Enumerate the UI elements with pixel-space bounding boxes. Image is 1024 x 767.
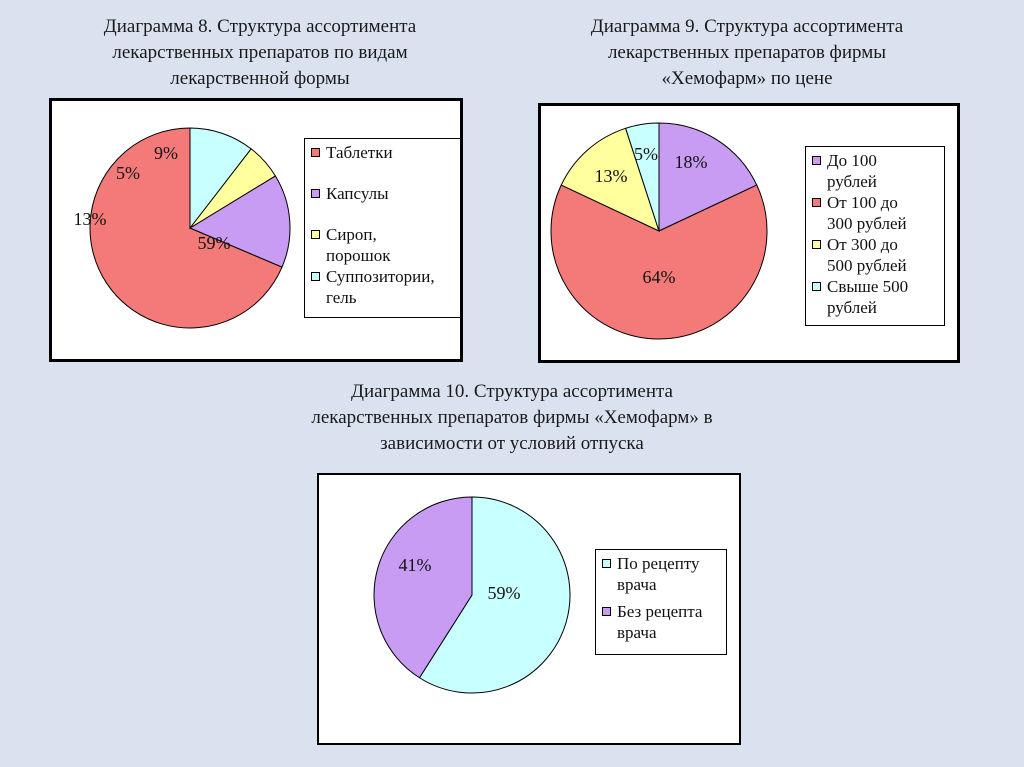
chart-10-title-line: лекарственных препаратов фирмы «Хемофарм… xyxy=(311,407,713,428)
slice-label: 9% xyxy=(154,143,178,163)
slice-label: 41% xyxy=(399,555,432,575)
slice-label: 59% xyxy=(198,233,231,253)
legend-label: До 100 xyxy=(827,151,877,170)
slice-label: 18% xyxy=(675,152,708,172)
legend-label: От 100 до xyxy=(827,193,898,212)
legend-item: Свыше 500 рублей xyxy=(812,276,940,318)
chart-9-title-line: «Хемофарм» по цене xyxy=(661,68,833,89)
chart-9-title-line: лекарственных препаратов фирмы xyxy=(607,42,887,63)
pie-slice xyxy=(560,127,660,232)
legend-item: Таблетки xyxy=(311,142,456,163)
legend-swatch xyxy=(311,272,320,281)
legend-swatch xyxy=(812,240,821,249)
chart-9-title: Диаграмма 9. Структура ассортимента лека… xyxy=(532,14,962,92)
legend-swatch xyxy=(602,607,611,616)
pie-slice xyxy=(418,496,571,694)
chart-8-title: Диаграмма 8. Структура ассортимента лека… xyxy=(40,14,480,92)
slice-label: 64% xyxy=(643,267,676,287)
slice-label: 59% xyxy=(488,583,521,603)
legend-label: От 300 до xyxy=(827,235,898,254)
slice-label: 13% xyxy=(595,166,628,186)
legend-swatch xyxy=(812,198,821,207)
chart-10-frame: 59% 41% По рецепту врача Без рецепта врач… xyxy=(317,473,741,745)
pie-slice xyxy=(373,496,473,679)
chart-10-title-line: зависимости от условий отпуска xyxy=(380,433,644,454)
legend-label: Суппозитории, xyxy=(326,267,435,286)
legend-label: Свыше 500 xyxy=(827,277,909,296)
slice-label: 13% xyxy=(74,209,107,229)
chart-10-title: Диаграмма 10. Структура ассортимента лек… xyxy=(262,379,762,457)
pie-slice xyxy=(189,127,252,230)
chart-9-legend: До 100 рублей От 100 до 300 рублей От 30… xyxy=(805,146,945,326)
chart-8-pie: 59% 13% 5% 9% xyxy=(74,127,291,329)
chart-8-title-line: лекарственной формы xyxy=(170,68,350,89)
legend-label: врача xyxy=(617,575,657,594)
chart-10-legend: По рецепту врача Без рецепта врача xyxy=(595,549,727,655)
legend-item: По рецепту врача xyxy=(602,553,722,595)
legend-label: рублей xyxy=(827,298,877,317)
legend-label: По рецепту xyxy=(617,554,700,573)
legend-swatch xyxy=(812,156,821,165)
chart-9-frame: 18% 64% 13% 5% До 100 рублей От 100 до 300 … xyxy=(538,103,960,363)
legend-label: Сироп, xyxy=(326,225,377,244)
chart-8-title-line: Диаграмма 8. Структура ассортимента xyxy=(103,16,417,37)
legend-item: Капсулы xyxy=(311,183,456,204)
chart-8-frame: 59% 13% 5% 9% Таблетки Капсулы Сироп, порош… xyxy=(49,98,463,362)
pie-slice xyxy=(658,122,758,232)
chart-10-title-line: Диаграмма 10. Структура ассортимента xyxy=(351,381,673,402)
chart-8-legend: Таблетки Капсулы Сироп, порошок Суппозит… xyxy=(304,138,461,318)
pie-slice xyxy=(550,184,768,340)
slice-label: 5% xyxy=(634,144,658,164)
legend-label: Капсулы xyxy=(326,184,389,203)
slice-label: 5% xyxy=(116,163,140,183)
legend-label: рублей xyxy=(827,172,877,191)
pie-slice xyxy=(89,127,283,329)
legend-item: До 100 рублей xyxy=(812,150,940,192)
legend-label: порошок xyxy=(326,246,391,265)
pie-slice xyxy=(624,122,660,232)
legend-item: Без рецепта врача xyxy=(602,601,722,643)
legend-label: 300 рублей xyxy=(827,214,907,233)
chart-10-pie: 59% 41% xyxy=(373,496,571,694)
legend-swatch xyxy=(311,189,320,198)
legend-label: гель xyxy=(326,288,357,307)
legend-swatch xyxy=(311,230,320,239)
legend-label: врача xyxy=(617,623,657,642)
legend-swatch xyxy=(311,148,320,157)
chart-9-title-line: Диаграмма 9. Структура ассортимента xyxy=(590,16,904,37)
legend-item: Сироп, порошок xyxy=(311,224,456,266)
legend-label: 500 рублей xyxy=(827,256,907,275)
legend-swatch xyxy=(812,282,821,291)
legend-item: Суппозитории, гель xyxy=(311,266,456,308)
legend-label: Без рецепта xyxy=(617,602,703,621)
legend-label: Таблетки xyxy=(326,143,393,162)
pie-slice xyxy=(188,175,291,268)
chart-9-pie: 18% 64% 13% 5% xyxy=(550,122,768,340)
legend-item: От 100 до 300 рублей xyxy=(812,192,940,234)
chart-8-title-line: лекарственных препаратов по видам xyxy=(112,42,408,63)
legend-swatch xyxy=(602,559,611,568)
legend-item: От 300 до 500 рублей xyxy=(812,234,940,276)
